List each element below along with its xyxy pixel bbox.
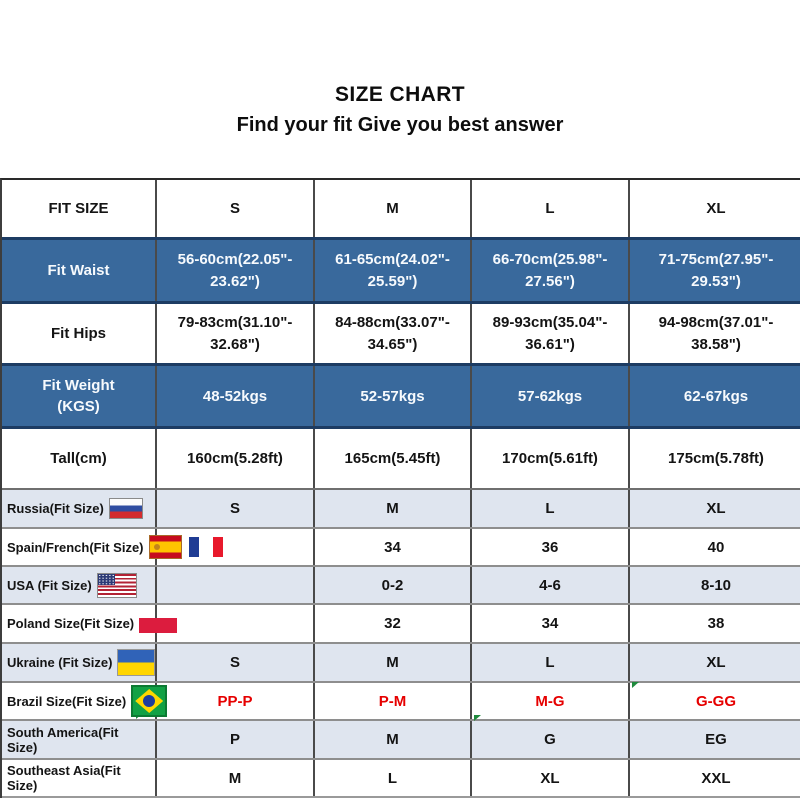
south-america-m: M xyxy=(315,721,472,758)
row-russia: Russia(Fit Size) S M L XL xyxy=(2,490,800,529)
row-label-south-america: South America(Fit Size) xyxy=(2,721,157,758)
row-label-russia: Russia(Fit Size) xyxy=(2,490,157,527)
header-size-m: M xyxy=(315,180,472,237)
row-label-fit-weight: Fit Weight (KGS) xyxy=(2,366,157,426)
row-ukraine: Ukraine (Fit Size) S M L XL xyxy=(2,644,800,683)
poland-s xyxy=(157,605,315,642)
ukraine-label-text: Ukraine (Fit Size) xyxy=(7,655,113,670)
russia-s: S xyxy=(157,490,315,527)
ukraine-m: M xyxy=(315,644,472,681)
russia-m: M xyxy=(315,490,472,527)
south-america-s: P xyxy=(157,721,315,758)
ukraine-xl: XL xyxy=(706,654,726,671)
southeast-asia-xl: XXL xyxy=(701,769,731,787)
waist-xl: 71-75cm(27.95"- 29.53") xyxy=(658,250,774,290)
row-spain-french: Spain/French(Fit Size) 34 36 40 xyxy=(2,529,800,567)
russia-xl: XL xyxy=(706,500,726,517)
row-label-spain-french: Spain/French(Fit Size) xyxy=(2,529,223,565)
brazil-xl: G-GG xyxy=(696,692,736,710)
row-label-southeast-asia: Southeast Asia(Fit Size) xyxy=(2,760,157,796)
row-fit-weight: Fit Weight (KGS) 48-52kgs 52-57kgs 57-62… xyxy=(2,366,800,429)
spain-s xyxy=(157,529,315,565)
ukraine-s: S xyxy=(157,644,315,681)
row-label-poland: Poland Size(Fit Size) xyxy=(2,605,178,642)
header-size-s: S xyxy=(157,180,315,237)
row-fit-hips: Fit Hips 79-83cm(31.10"- 32.68") 84-88cm… xyxy=(2,304,800,366)
waist-l: 66-70cm(25.98"- 27.56") xyxy=(472,240,630,301)
page-title: SIZE CHART xyxy=(335,83,465,106)
poland-xl: 38 xyxy=(707,615,725,632)
header-fit-size: FIT SIZE xyxy=(2,180,157,237)
russia-l: L xyxy=(472,490,630,527)
usa-l: 4-6 xyxy=(472,567,630,603)
southeast-asia-s: M xyxy=(157,760,315,796)
usa-label-text: USA (Fit Size) xyxy=(7,577,92,593)
table-header-row: FIT SIZE S M L XL xyxy=(2,180,800,240)
row-tall: Tall(cm) 160cm(5.28ft) 165cm(5.45ft) 170… xyxy=(2,429,800,490)
weight-m: 52-57kgs xyxy=(315,366,472,426)
tall-s: 160cm(5.28ft) xyxy=(157,429,315,488)
ukraine-flag-icon xyxy=(117,649,156,676)
spain-flag-icon xyxy=(148,535,182,559)
page-subtitle: Find your fit Give you best answer xyxy=(236,114,564,136)
header-size-l: L xyxy=(472,180,630,237)
south-america-l: G xyxy=(472,721,630,758)
row-label-fit-waist: Fit Waist xyxy=(2,240,157,301)
waist-m: 61-65cm(24.02"- 25.59") xyxy=(315,240,472,301)
poland-label-text: Poland Size(Fit Size) xyxy=(7,616,135,631)
poland-m: 32 xyxy=(315,605,472,642)
cell-corner-tick-icon xyxy=(474,715,481,721)
row-label-brazil: Brazil Size(Fit Size) xyxy=(2,683,168,719)
ukraine-l: L xyxy=(472,644,630,681)
spain-m: 34 xyxy=(315,529,472,565)
usa-flag-icon xyxy=(96,572,137,598)
row-poland: Poland Size(Fit Size) 32 34 38 xyxy=(2,605,800,644)
southeast-asia-l: XL xyxy=(472,760,630,796)
hips-l: 89-93cm(35.04"- 36.61") xyxy=(472,304,630,363)
hips-m: 84-88cm(33.07"- 34.65") xyxy=(315,304,472,363)
usa-m: 0-2 xyxy=(315,567,472,603)
row-usa: USA (Fit Size) 0-2 4-6 8-10 xyxy=(2,567,800,605)
row-label-fit-hips: Fit Hips xyxy=(2,304,157,363)
spain-xl: 40 xyxy=(707,538,725,556)
tall-m: 165cm(5.45ft) xyxy=(315,429,472,488)
row-brazil: Brazil Size(Fit Size) PP-P P-M M-G G-GG xyxy=(2,683,800,721)
weight-xl: 62-67kgs xyxy=(683,387,749,405)
row-label-ukraine: Ukraine (Fit Size) xyxy=(2,644,157,681)
russia-label-text: Russia(Fit Size) xyxy=(7,501,104,516)
row-fit-waist: Fit Waist 56-60cm(22.05"- 23.62") 61-65c… xyxy=(2,240,800,304)
row-label-tall: Tall(cm) xyxy=(2,429,157,488)
row-south-america: South America(Fit Size) P M G EG xyxy=(2,721,800,760)
spain-french-label-text: Spain/French(Fit Size) xyxy=(7,539,144,555)
row-southeast-asia: Southeast Asia(Fit Size) M L XL XXL xyxy=(2,760,800,798)
header-size-xl: XL xyxy=(706,200,726,217)
weight-l: 57-62kgs xyxy=(472,366,630,426)
russia-flag-icon xyxy=(108,498,143,519)
brazil-m: P-M xyxy=(315,683,472,719)
size-chart-table: FIT SIZE S M L XL Fit Waist 56-60cm(22.0… xyxy=(0,178,800,798)
tall-l: 170cm(5.61ft) xyxy=(472,429,630,488)
france-flag-icon xyxy=(188,537,223,557)
title-block: SIZE CHART Find your fit Give you best a… xyxy=(0,82,800,139)
cell-corner-tick-icon xyxy=(632,682,639,688)
poland-l: 34 xyxy=(472,605,630,642)
usa-xl: 8-10 xyxy=(700,576,732,594)
brazil-s: PP-P xyxy=(157,683,315,719)
brazil-label-text: Brazil Size(Fit Size) xyxy=(7,693,127,709)
spain-l: 36 xyxy=(472,529,630,565)
hips-s: 79-83cm(31.10"- 32.68") xyxy=(157,304,315,363)
hips-xl: 94-98cm(37.01"- 38.58") xyxy=(658,313,774,353)
row-label-usa: USA (Fit Size) xyxy=(2,567,157,603)
tall-xl: 175cm(5.78ft) xyxy=(668,450,764,467)
poland-flag-icon xyxy=(139,618,178,633)
brazil-l: M-G xyxy=(472,683,630,719)
usa-s xyxy=(157,567,315,603)
brazil-flag-icon xyxy=(131,685,168,717)
south-america-xl: EG xyxy=(705,731,727,748)
weight-s: 48-52kgs xyxy=(157,366,315,426)
waist-s: 56-60cm(22.05"- 23.62") xyxy=(157,240,315,301)
southeast-asia-m: L xyxy=(315,760,472,796)
